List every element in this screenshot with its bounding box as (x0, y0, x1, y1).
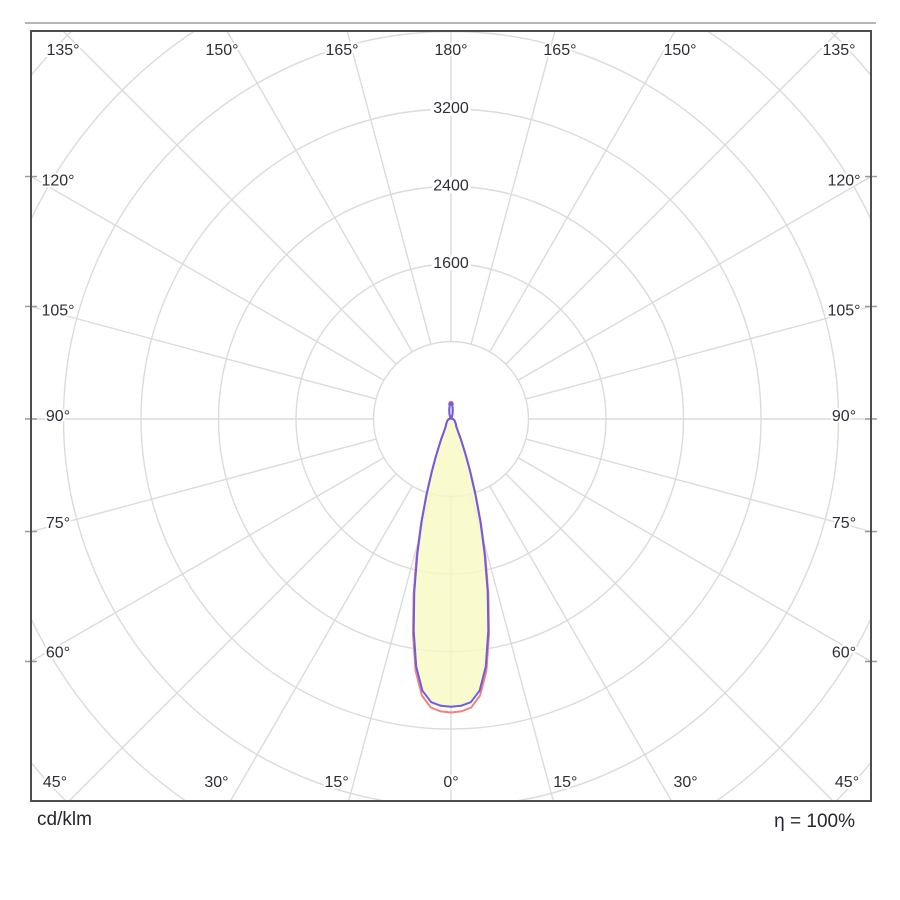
svg-text:105°: 105° (827, 303, 860, 320)
svg-text:120°: 120° (41, 173, 74, 190)
svg-text:30°: 30° (204, 774, 228, 791)
svg-text:180°: 180° (434, 42, 467, 59)
svg-text:30°: 30° (673, 774, 697, 791)
svg-text:15°: 15° (325, 774, 349, 791)
svg-text:135°: 135° (822, 42, 855, 59)
series-c90-c270 (412, 401, 490, 708)
plot-border (30, 30, 872, 802)
svg-text:1600: 1600 (433, 255, 469, 272)
efficiency-label: η = 100% (774, 811, 855, 832)
svg-text:90°: 90° (832, 408, 856, 425)
svg-text:165°: 165° (543, 42, 576, 59)
svg-text:2400: 2400 (433, 178, 469, 195)
svg-text:90°: 90° (46, 408, 70, 425)
svg-text:60°: 60° (46, 645, 70, 662)
angle-labels: 0° 15° 15° 30° 30° 45° 45° 60° 60° 75° 75° 90° 90° 10… (39, 40, 862, 793)
svg-text:0°: 0° (443, 774, 458, 791)
svg-text:3200: 3200 (433, 100, 469, 117)
svg-text:60°: 60° (832, 645, 856, 662)
svg-text:135°: 135° (46, 42, 79, 59)
top-divider-rule (25, 22, 876, 24)
svg-text:105°: 105° (41, 303, 74, 320)
svg-text:120°: 120° (827, 173, 860, 190)
radial-tick-labels: 1600 2400 3200 (430, 97, 472, 275)
svg-text:45°: 45° (43, 774, 67, 791)
beam-fill (413, 418, 489, 707)
svg-text:150°: 150° (205, 42, 238, 59)
svg-text:15°: 15° (553, 774, 577, 791)
svg-text:75°: 75° (832, 515, 856, 532)
unit-label: cd/klm (37, 809, 92, 830)
svg-text:150°: 150° (663, 42, 696, 59)
svg-text:75°: 75° (46, 515, 70, 532)
svg-text:45°: 45° (835, 774, 859, 791)
svg-text:165°: 165° (325, 42, 358, 59)
